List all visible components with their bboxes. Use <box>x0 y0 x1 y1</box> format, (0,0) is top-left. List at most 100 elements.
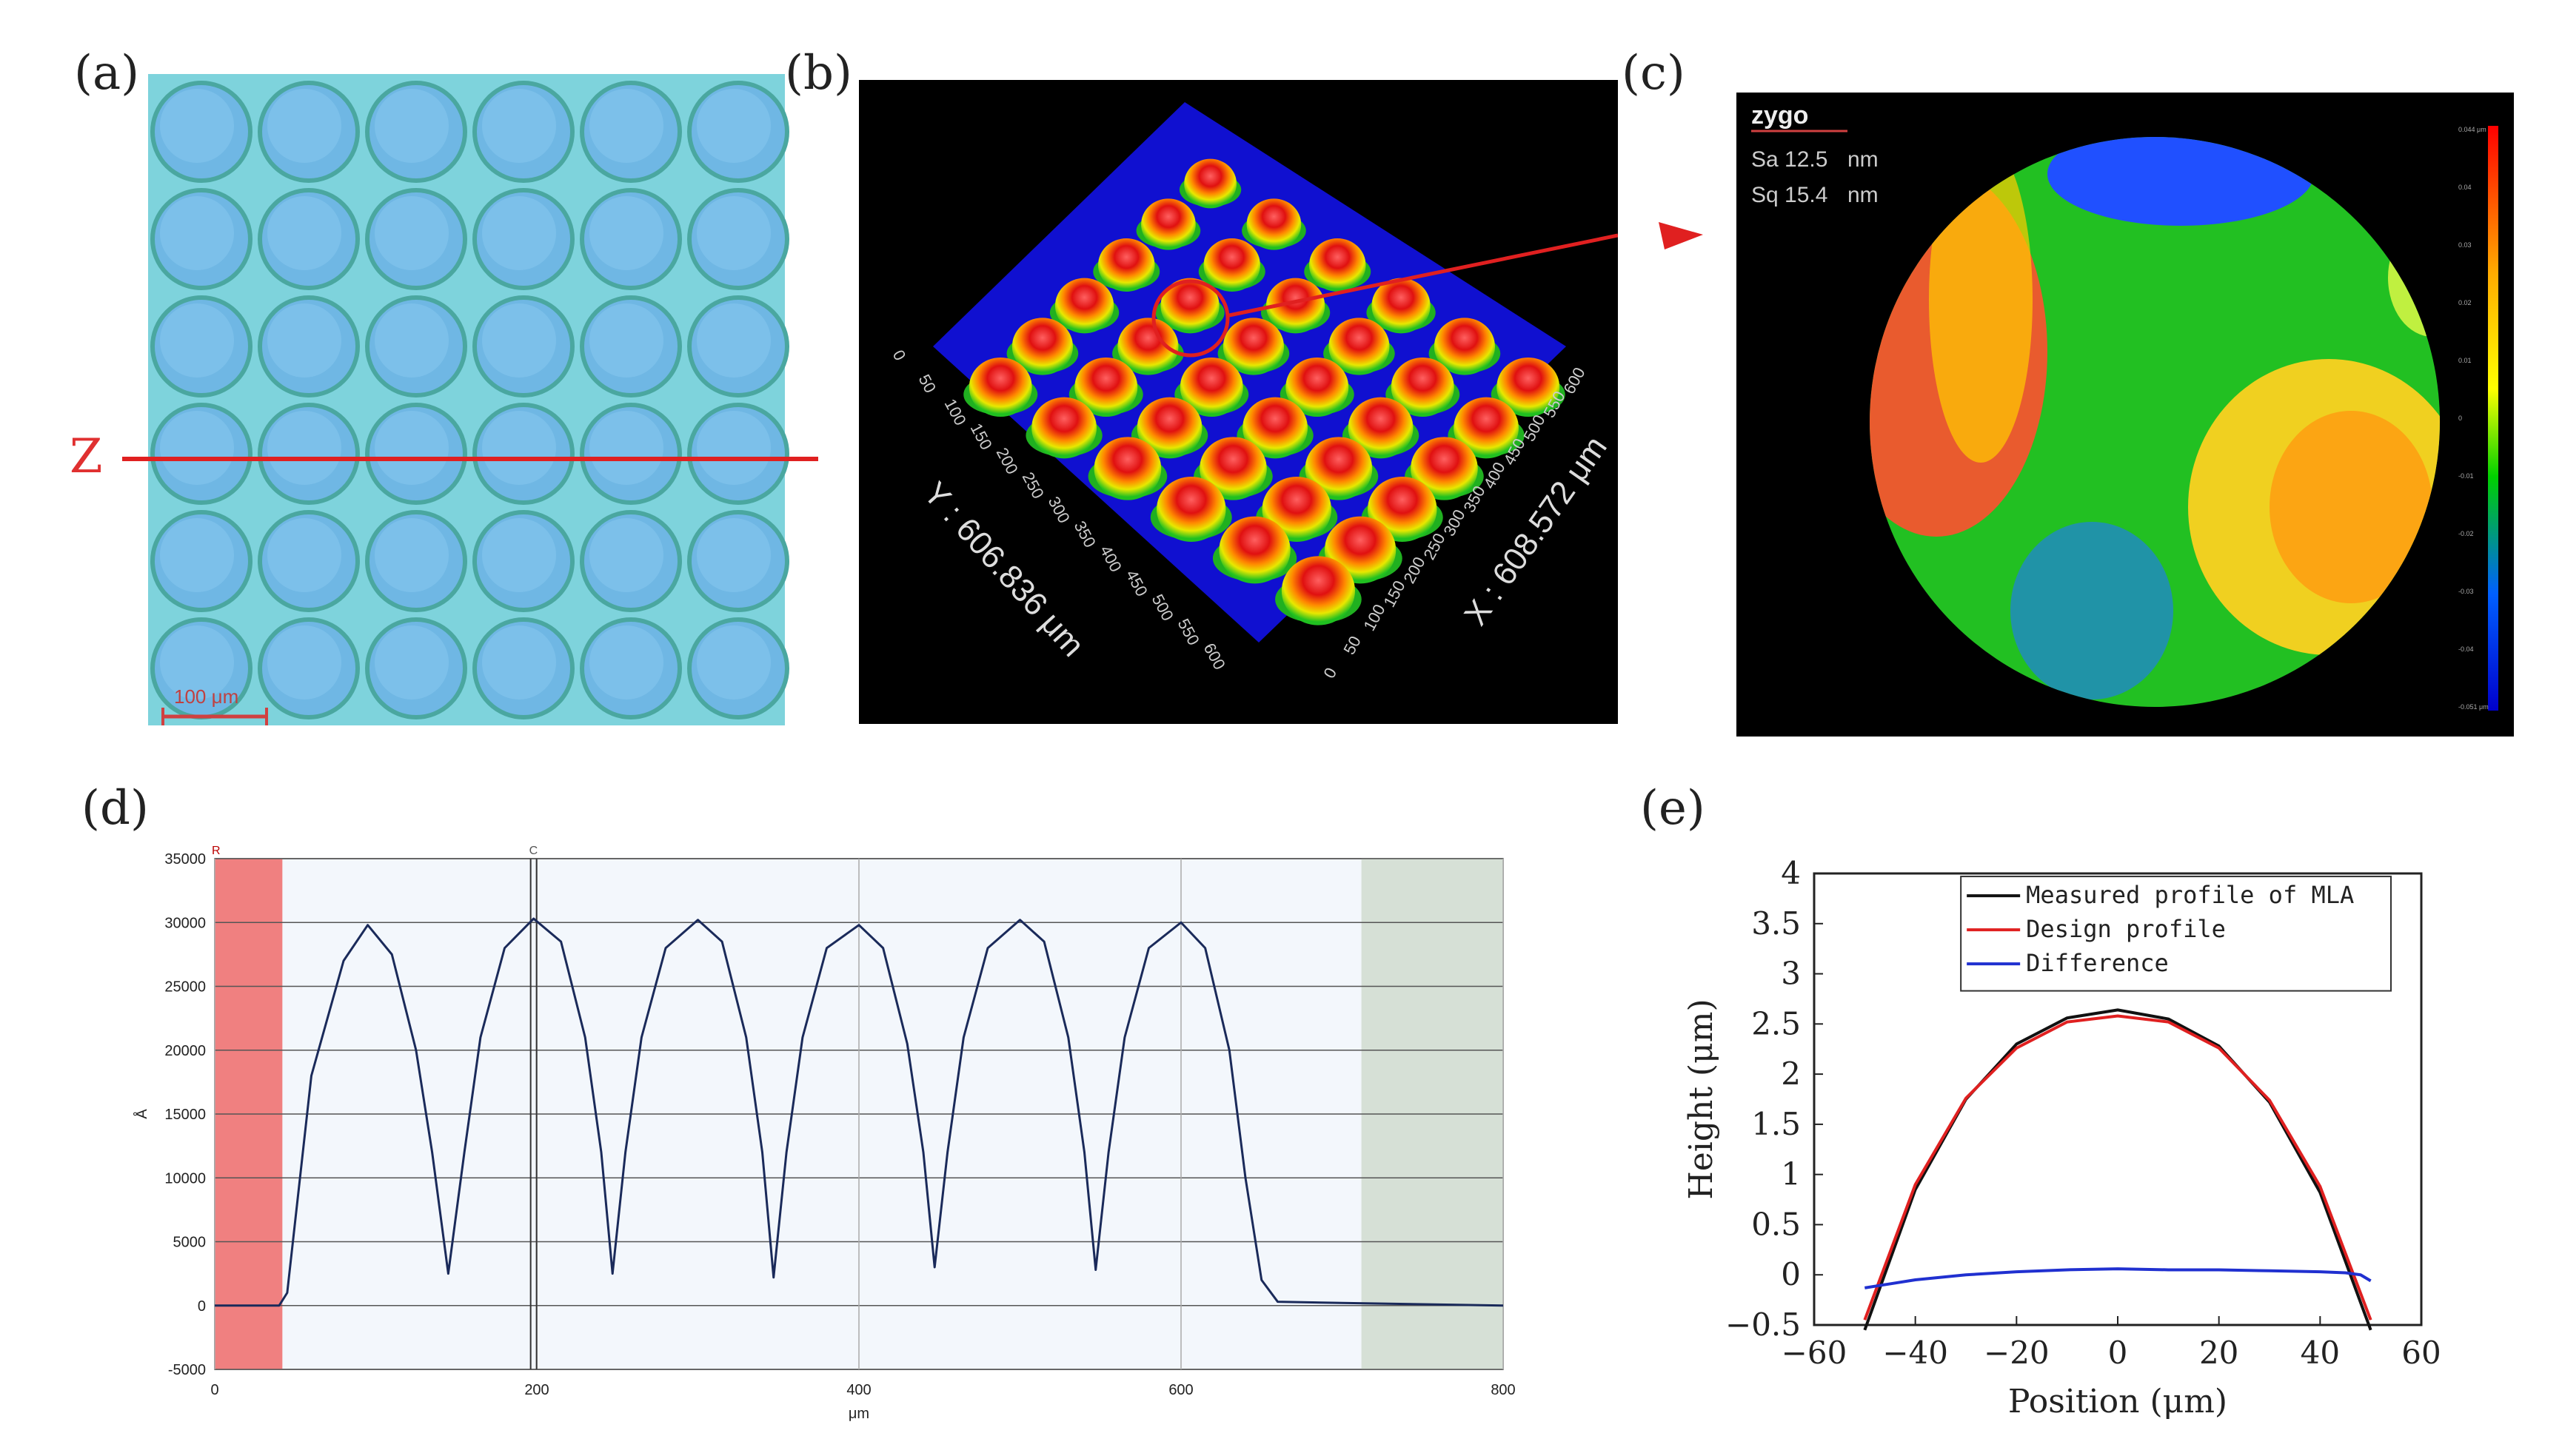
panel-d-label: (d) <box>81 781 149 836</box>
lens-bump <box>1305 437 1373 500</box>
x-axis-label: μm <box>849 1406 869 1421</box>
arrow-head <box>1659 222 1703 249</box>
x-tick-label: 200 <box>524 1382 549 1398</box>
lens-bump <box>1094 437 1162 500</box>
lens-bump <box>1098 238 1155 292</box>
lens-bump <box>1348 397 1414 459</box>
y-tick-label: 0 <box>1781 1256 1801 1292</box>
y-tick-label: 2.5 <box>1751 1005 1801 1041</box>
scale-tick: 0.044 μm <box>2458 126 2486 133</box>
lens-bump <box>1011 318 1073 375</box>
x-tick-label: 800 <box>1491 1382 1515 1398</box>
scale-tick: -0.02 <box>2458 530 2474 537</box>
y-tick-label: 10000 <box>164 1170 206 1187</box>
lens-bump <box>1391 358 1454 417</box>
x-tick-label: 60 <box>2401 1335 2441 1371</box>
scale-tick: -0.04 <box>2458 645 2474 653</box>
profile-line <box>215 917 1504 1307</box>
panel-c-zygo-map: zygo Sa 12.5 nm Sq 15.4 nm 0.044 μm0.040… <box>1736 93 2514 737</box>
lens-bump <box>1434 318 1495 375</box>
lens-bump <box>1160 278 1220 334</box>
y-tick-label: 1.5 <box>1751 1106 1801 1142</box>
y-tick-label: 4 <box>1781 855 1801 891</box>
lens-bump <box>1203 238 1260 292</box>
lens-bump <box>1262 477 1331 542</box>
y-tick-label: 25000 <box>164 979 206 996</box>
lens-bump <box>1141 198 1196 250</box>
x-tick-label: 0 <box>2108 1335 2128 1371</box>
panel-c-label: (c) <box>1622 46 1685 101</box>
x-tick-label: −20 <box>1984 1335 2050 1371</box>
x-tick-label: 600 <box>1168 1382 1193 1398</box>
z-cut-line <box>122 457 818 461</box>
lens-bump <box>969 358 1032 417</box>
x-tick-label: 400 <box>846 1382 871 1398</box>
x-axis-label: Position (μm) <box>2008 1383 2227 1420</box>
zygo-brand: zygo <box>1751 101 1808 130</box>
panel-e-label: (e) <box>1640 781 1705 836</box>
lens-bump <box>1285 358 1349 417</box>
sq-unit: nm <box>1847 183 1879 207</box>
lens-bump <box>1219 516 1291 584</box>
series-line <box>1863 1014 2372 1321</box>
lens-bump <box>1117 318 1179 375</box>
marker-c: C <box>529 845 538 857</box>
y-tick-label: 15000 <box>164 1107 206 1123</box>
lens-bump <box>1242 397 1308 459</box>
lens-bump <box>1074 358 1138 417</box>
y-tick-label: 0.5 <box>1751 1206 1801 1242</box>
lens-bump <box>1309 238 1366 292</box>
marker-r: R <box>212 845 221 857</box>
y-axis-label: Å <box>133 1109 150 1119</box>
scale-tick: 0.04 <box>2458 184 2472 191</box>
color-scale-bar <box>2488 126 2498 711</box>
lens-bump <box>1200 437 1267 500</box>
panel-a-label: (a) <box>74 46 140 101</box>
lens-bump <box>1157 477 1226 542</box>
lens-bump <box>1223 318 1284 375</box>
microlens-grid <box>150 81 789 719</box>
lens-bump <box>1246 198 1302 250</box>
series-line <box>1864 1267 2372 1289</box>
x-tick-label: −60 <box>1782 1335 1847 1371</box>
lens-bump <box>1411 437 1478 500</box>
legend-label: Design profile <box>2026 915 2226 943</box>
legend-label: Difference <box>2026 949 2169 977</box>
lens-bump <box>1184 158 1237 209</box>
y-tick-label: 30000 <box>164 915 206 931</box>
lens-bump <box>1054 278 1114 334</box>
microlens-bumps <box>963 158 1565 625</box>
legend-box <box>1960 876 2392 992</box>
lens-bump <box>1454 397 1519 459</box>
lens-bump <box>1281 556 1355 625</box>
scale-tick: 0.01 <box>2458 357 2472 364</box>
pointer-arrow <box>1228 233 1618 318</box>
panel-e-line-chart: −0.5 0 0.5 1 1.5 2 2.5 3 3.5 4 −60 −40 −20 0 20 40 60 Mea… <box>1682 855 2441 1420</box>
x-tick-label: 20 <box>2199 1335 2238 1371</box>
x-tick-label: 40 <box>2301 1335 2340 1371</box>
y-tick-label: 3 <box>1781 956 1801 992</box>
x-tick-label: 0 <box>210 1382 218 1398</box>
scale-tick: -0.051 μm <box>2458 703 2489 711</box>
legend-label: Measured profile of MLA <box>2026 881 2354 909</box>
panel-a-microscope-image: 100 μm <box>148 74 789 725</box>
scale-tick: -0.03 <box>2458 588 2474 595</box>
lens-bump <box>1137 397 1203 459</box>
lens-bump <box>1180 358 1243 417</box>
highlighted-lens <box>1151 279 1230 358</box>
scale-tick: 0 <box>2458 415 2462 422</box>
y-tick-label: 2 <box>1781 1056 1801 1092</box>
y-tick-label: -5000 <box>168 1362 206 1378</box>
scale-bar-label: 100 μm <box>174 685 238 708</box>
lens-bump <box>1328 318 1390 375</box>
y-tick-label: 1 <box>1781 1156 1801 1192</box>
y-tick-label: 5000 <box>173 1235 207 1251</box>
z-line-label: Z <box>70 429 103 484</box>
lens-bump <box>1265 278 1325 334</box>
scale-tick: -0.01 <box>2458 472 2474 480</box>
sa-label: Sa 12.5 <box>1751 147 1827 172</box>
x-tick-label: −40 <box>1882 1335 1948 1371</box>
y-tick-label: 3.5 <box>1751 905 1801 942</box>
panel-b-label: (b) <box>785 46 852 101</box>
scale-tick: 0.03 <box>2458 241 2472 249</box>
